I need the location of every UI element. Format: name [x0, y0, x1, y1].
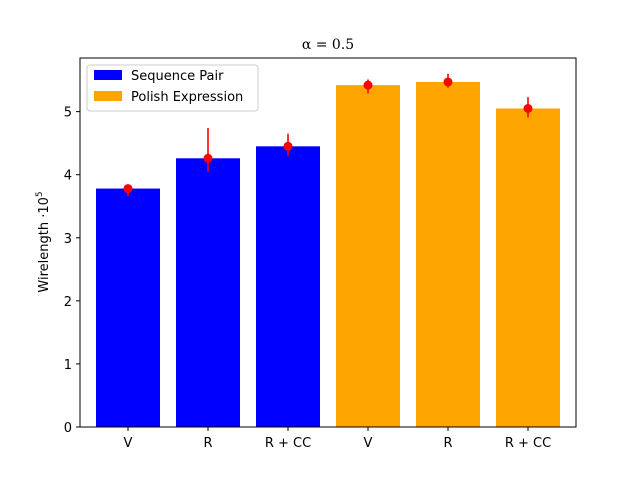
y-axis: 0 1 2 3 4 5: [64, 106, 80, 436]
mean-marker: [363, 80, 373, 90]
x-tick-label: R + CC: [505, 436, 551, 451]
y-tick-label: 0: [64, 421, 72, 436]
legend-label: Polish Expression: [131, 90, 243, 105]
x-tick-label: R: [203, 436, 212, 451]
x-tick-label: V: [124, 436, 133, 451]
legend-swatch: [94, 91, 122, 101]
y-axis-title-exponent: 5: [35, 191, 45, 197]
y-tick-label: 1: [64, 358, 72, 373]
y-tick-label: 3: [64, 232, 72, 247]
x-axis: V R R + CC V R R + CC: [124, 427, 551, 451]
mean-marker: [283, 141, 293, 151]
plot-frame: [79, 57, 577, 428]
legend-swatch: [94, 70, 122, 80]
y-axis-title: Wirelength ·105: [35, 191, 52, 292]
legend: Sequence Pair Polish Expression: [86, 64, 259, 112]
y-tick-label: 2: [64, 295, 72, 310]
bar: [416, 81, 480, 427]
bar: [256, 146, 320, 428]
bars-layer: [96, 81, 560, 428]
legend-box: [86, 64, 259, 112]
y-tick-label: 4: [64, 169, 72, 184]
bar: [336, 85, 400, 427]
x-tick-label: R: [443, 436, 452, 451]
y-axis-title-text: Wirelength ·10: [37, 197, 52, 292]
bar: [176, 158, 240, 428]
bar: [96, 188, 160, 427]
mean-marker: [443, 77, 453, 87]
x-tick-label: R + CC: [265, 436, 311, 451]
mean-marker: [203, 153, 213, 163]
legend-label: Sequence Pair: [131, 69, 224, 84]
mean-marker: [523, 103, 533, 113]
mean-marker: [123, 184, 133, 194]
chart-title: α = 0.5: [302, 37, 354, 53]
y-tick-label: 5: [64, 106, 72, 121]
error-bars-layer: [123, 73, 533, 197]
x-tick-label: V: [364, 436, 373, 451]
bar: [496, 108, 560, 427]
